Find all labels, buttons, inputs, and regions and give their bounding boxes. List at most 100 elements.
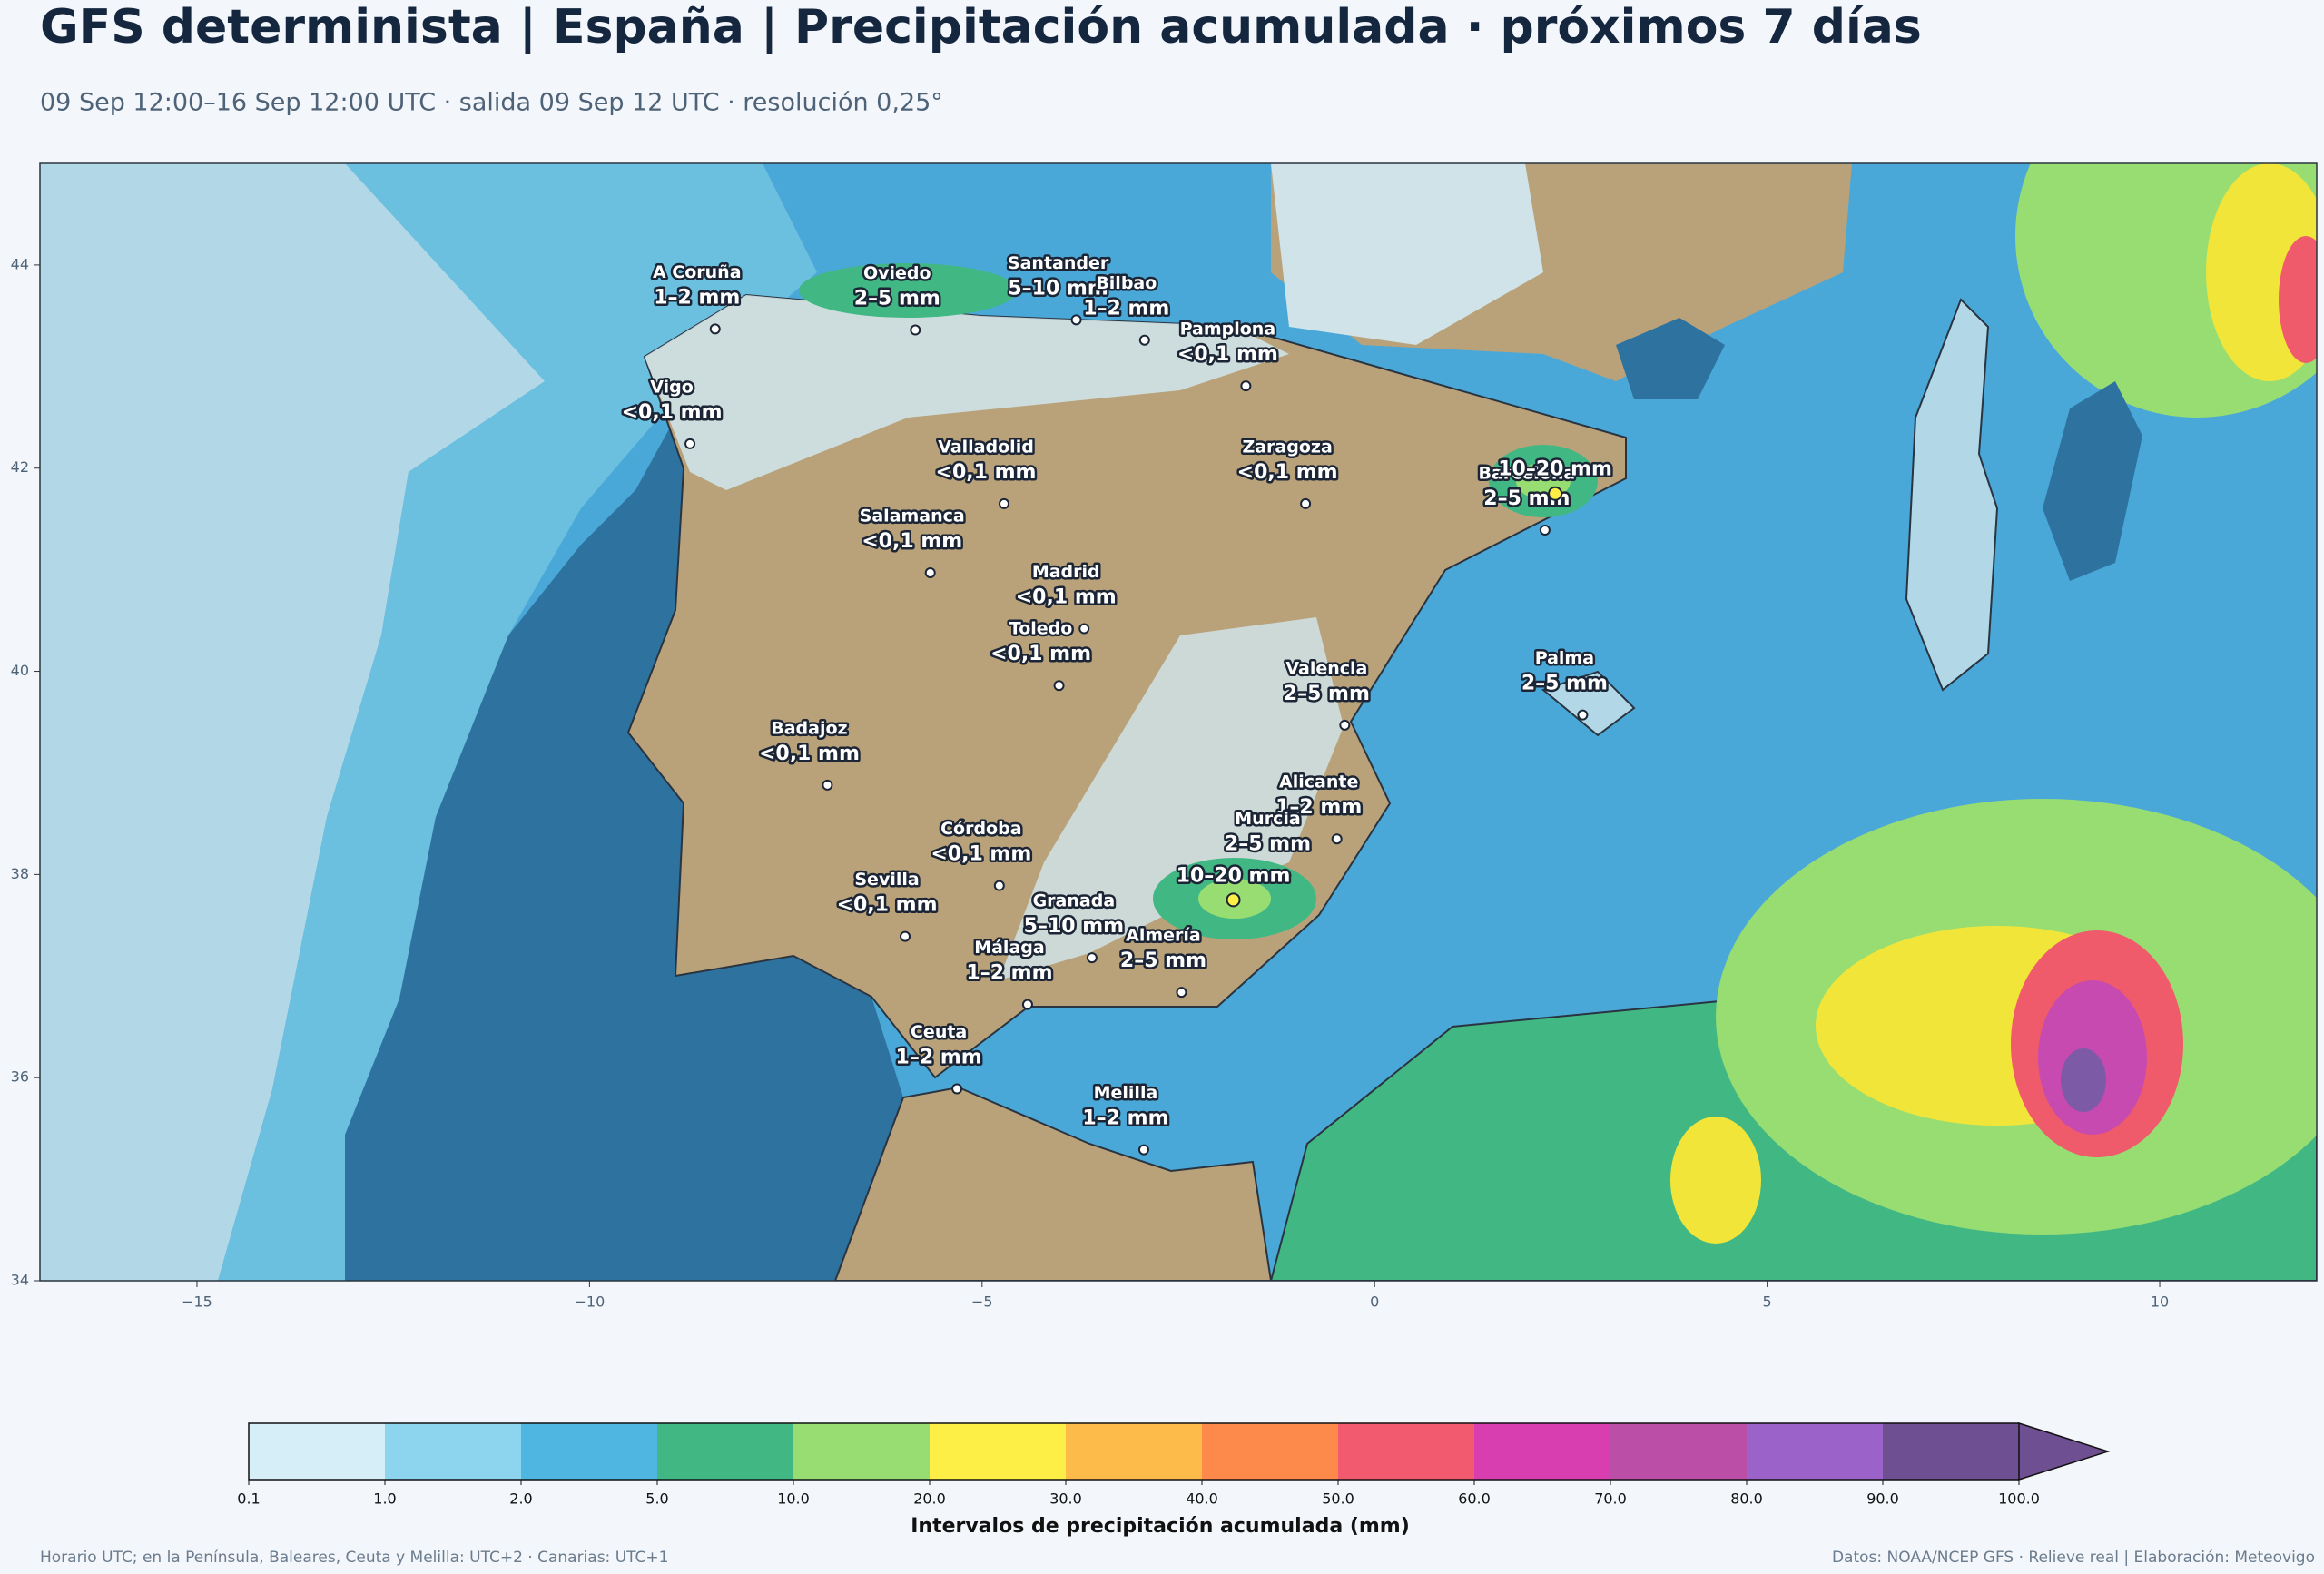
city-marker (1300, 497, 1312, 509)
colorbar-tick-label: 90.0 (1866, 1490, 1899, 1508)
colorbar-tick-label: 60.0 (1458, 1490, 1491, 1508)
city-value: <0,1 mm (759, 743, 860, 765)
city-value: 1–2 mm (966, 962, 1052, 985)
dry-light (1271, 163, 1543, 345)
map-frame (39, 162, 2318, 1282)
city-value: 1–2 mm (1082, 1107, 1168, 1130)
city-marker (1137, 1144, 1149, 1156)
colorbar-tick-label: 0.1 (237, 1490, 260, 1508)
city-name: Barcelona (1478, 463, 1575, 483)
city-marker (1053, 680, 1065, 692)
city-marker (1176, 987, 1187, 999)
colorbar-tick-label: 80.0 (1730, 1490, 1763, 1508)
city-marker (993, 880, 1005, 891)
colorbar-tick-label: 5.0 (645, 1490, 668, 1508)
city-name: Córdoba (940, 819, 1021, 839)
colorbar-extend (2018, 1422, 2111, 1481)
colorbar-tick-label: 2.0 (509, 1490, 532, 1508)
wet-spot (1670, 1117, 1761, 1244)
wet-zone-peak3 (2061, 1048, 2106, 1112)
city-marker (1339, 719, 1351, 731)
island-corsica-sardinia (2043, 381, 2142, 581)
city-marker (1070, 314, 1082, 326)
colorbar-tick-label: 10.0 (777, 1490, 810, 1508)
max-value: 10–20 mm (1498, 458, 1612, 481)
footer-left: Horario UTC; en la Península, Baleares, … (40, 1549, 668, 1567)
city-name: Santander (1008, 253, 1109, 273)
colorbar-bin (930, 1423, 1066, 1480)
colorbar-bin (521, 1423, 657, 1480)
x-tick-label: 0 (1370, 1294, 1379, 1311)
city-name: Melilla (1094, 1083, 1158, 1103)
city-name: Toledo (1009, 619, 1073, 639)
colorbar-tick-label: 20.0 (913, 1490, 946, 1508)
city-value: <0,1 mm (1016, 586, 1117, 609)
city-value: 2–5 mm (854, 288, 940, 310)
sea-dark-lion (1616, 318, 1725, 399)
city-value: 2–5 mm (1284, 683, 1370, 705)
city-marker (1086, 952, 1098, 964)
colorbar-bin (1883, 1423, 2019, 1480)
city-name: Bilbao (1096, 273, 1157, 293)
city-value: 1–2 mm (1083, 298, 1169, 320)
x-tick-label: −15 (182, 1294, 212, 1311)
city-value: <0,1 mm (936, 461, 1037, 484)
city-marker (900, 930, 911, 942)
city-value: <0,1 mm (837, 894, 938, 917)
city-marker (1539, 524, 1551, 536)
city-value: 1–2 mm (654, 286, 740, 309)
city-value: <0,1 mm (1177, 343, 1278, 366)
y-tick-label: 36 (11, 1068, 29, 1086)
island-sardinia-corsica (1905, 298, 1999, 692)
city-value: <0,1 mm (990, 643, 1091, 665)
city-value: <0,1 mm (862, 530, 962, 553)
colorbar-bin (1202, 1423, 1338, 1480)
city-marker (822, 779, 833, 791)
city-marker (1240, 380, 1252, 392)
y-tick-label: 34 (11, 1272, 29, 1289)
city-value: <0,1 mm (622, 401, 723, 424)
city-marker (684, 438, 696, 449)
wet-northeast-peak (2279, 236, 2317, 363)
max-value: 10–20 mm (1177, 864, 1291, 887)
colorbar-tick-label: 1.0 (373, 1490, 396, 1508)
city-name: A Coruña (653, 262, 742, 282)
colorbar-tick-label: 100.0 (1998, 1490, 2040, 1508)
city-value: 2–5 mm (1225, 832, 1311, 855)
island-mallorca (1541, 670, 1636, 737)
city-marker (1021, 999, 1033, 1010)
city-value: 2–5 mm (1521, 673, 1608, 695)
city-marker (1577, 709, 1589, 721)
city-name: Palma (1535, 648, 1594, 668)
footer-right: Datos: NOAA/NCEP GFS · Relieve real | El… (1832, 1549, 2315, 1567)
title: GFS determinista | España | Precipitació… (40, 0, 1922, 54)
city-marker (951, 1083, 963, 1095)
max-marker (1548, 486, 1563, 501)
city-name: Valencia (1285, 658, 1367, 678)
city-marker (999, 497, 1010, 509)
wet-cantabria (799, 263, 1017, 318)
city-name: Salamanca (860, 506, 965, 526)
y-tick-label: 40 (11, 662, 29, 679)
city-name: Madrid (1032, 562, 1100, 582)
city-name: Zaragoza (1242, 437, 1332, 457)
city-name: Sevilla (854, 870, 919, 890)
colorbar-tick-label: 70.0 (1594, 1490, 1627, 1508)
colorbar-tick-label: 40.0 (1186, 1490, 1218, 1508)
city-value: 2–5 mm (1120, 949, 1206, 972)
x-tick-label: −10 (574, 1294, 605, 1311)
city-name: Murcia (1235, 809, 1300, 829)
city-marker (1331, 833, 1343, 845)
colorbar-bin (793, 1423, 930, 1480)
colorbar-bin (385, 1423, 521, 1480)
max-marker (1226, 892, 1241, 908)
colorbar-tick-label: 30.0 (1049, 1490, 1082, 1508)
city-value: 5–10 mm (1024, 915, 1124, 938)
city-value: 5–10 mm (1008, 277, 1108, 300)
map-field (40, 163, 2317, 1281)
city-name: Vigo (650, 377, 694, 397)
city-name: Alicante (1279, 772, 1358, 792)
city-marker (709, 323, 721, 335)
colorbar-bin (1747, 1423, 1883, 1480)
